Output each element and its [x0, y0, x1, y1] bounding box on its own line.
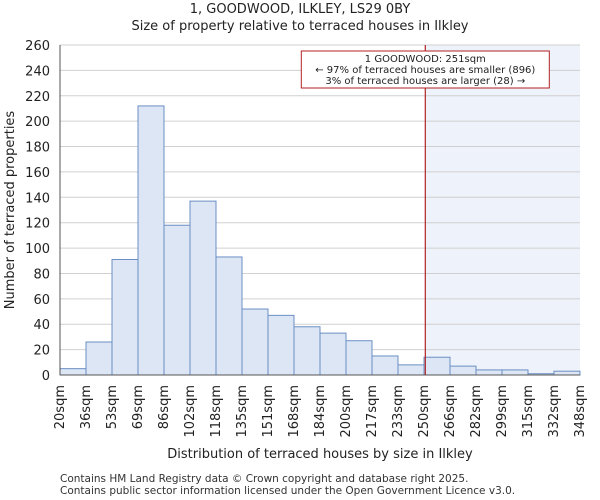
x-tick-label: 217sqm	[365, 385, 380, 438]
annotation-line1: 1 GOODWOOD: 251sqm	[365, 54, 486, 65]
y-tick-label: 140	[25, 191, 50, 206]
histogram-bar	[111, 259, 139, 376]
histogram-bar	[293, 326, 321, 376]
histogram-bar	[215, 256, 243, 376]
histogram-bar	[241, 308, 269, 376]
y-tick-label: 20	[33, 344, 50, 359]
x-tick-label: 102sqm	[183, 385, 198, 438]
footer-licence: Contains public sector information licen…	[60, 485, 516, 497]
x-tick-label: 36sqm	[79, 385, 94, 429]
histogram-bar	[319, 332, 347, 376]
x-tick-label: 86sqm	[157, 385, 172, 429]
y-tick-label: 200	[25, 115, 50, 130]
annotation-line2: ← 97% of terraced houses are smaller (89…	[315, 65, 535, 76]
histogram-bar	[501, 369, 529, 376]
x-tick-label: 20sqm	[53, 385, 68, 429]
x-tick-label: 135sqm	[235, 385, 250, 438]
y-tick-label: 0	[42, 369, 50, 384]
y-tick-label: 160	[25, 166, 50, 181]
x-tick-label: 233sqm	[391, 385, 406, 438]
chart-title-line1: 1, GOODWOOD, ILKLEY, LS29 0BY	[189, 2, 411, 17]
y-tick-label: 240	[25, 64, 50, 79]
y-tick-label: 100	[25, 242, 50, 257]
x-tick-label: 118sqm	[209, 385, 224, 438]
annotation-box	[300, 50, 550, 89]
histogram-bar	[397, 364, 425, 376]
histogram-bar	[553, 370, 581, 376]
histogram-bar	[137, 105, 165, 376]
x-tick-label: 151sqm	[261, 385, 276, 438]
footer-copyright: Contains HM Land Registry data © Crown c…	[60, 473, 469, 485]
x-tick-label: 250sqm	[417, 385, 432, 438]
histogram-bar	[59, 368, 87, 376]
histogram-bar	[85, 341, 113, 376]
histogram-bar	[189, 200, 217, 376]
histogram-bar	[423, 356, 451, 376]
y-tick-label: 60	[33, 293, 50, 308]
histogram-bar	[475, 369, 503, 376]
x-tick-label: 200sqm	[339, 385, 354, 438]
y-tick-label: 260	[25, 39, 50, 54]
x-tick-label: 299sqm	[495, 385, 510, 438]
x-tick-label: 282sqm	[469, 385, 484, 438]
chart-title-line2: Size of property relative to terraced ho…	[131, 19, 469, 34]
x-tick-label: 168sqm	[287, 385, 302, 438]
histogram-bar	[267, 314, 295, 376]
x-tick-label: 184sqm	[313, 385, 328, 438]
y-tick-label: 40	[33, 318, 50, 333]
y-tick-label: 180	[25, 141, 50, 156]
y-tick-label: 80	[33, 267, 50, 282]
x-tick-label: 315sqm	[521, 385, 536, 438]
histogram-bar	[163, 224, 191, 376]
y-tick-label: 220	[25, 90, 50, 105]
x-tick-label: 332sqm	[547, 385, 562, 438]
y-tick-label: 120	[25, 217, 50, 232]
histogram-bar	[449, 365, 477, 376]
histogram-bar	[345, 340, 373, 376]
histogram-bar	[371, 355, 399, 376]
x-tick-label: 266sqm	[443, 385, 458, 438]
x-tick-label: 348sqm	[573, 385, 588, 438]
annotation-line3: 3% of terraced houses are larger (28) →	[325, 76, 525, 87]
x-tick-label: 53sqm	[105, 385, 120, 429]
x-axis-label: Distribution of terraced houses by size …	[167, 447, 473, 462]
highlight-region	[425, 45, 580, 375]
x-tick-label: 69sqm	[131, 385, 146, 429]
y-axis-label: Number of terraced properties	[3, 111, 18, 310]
